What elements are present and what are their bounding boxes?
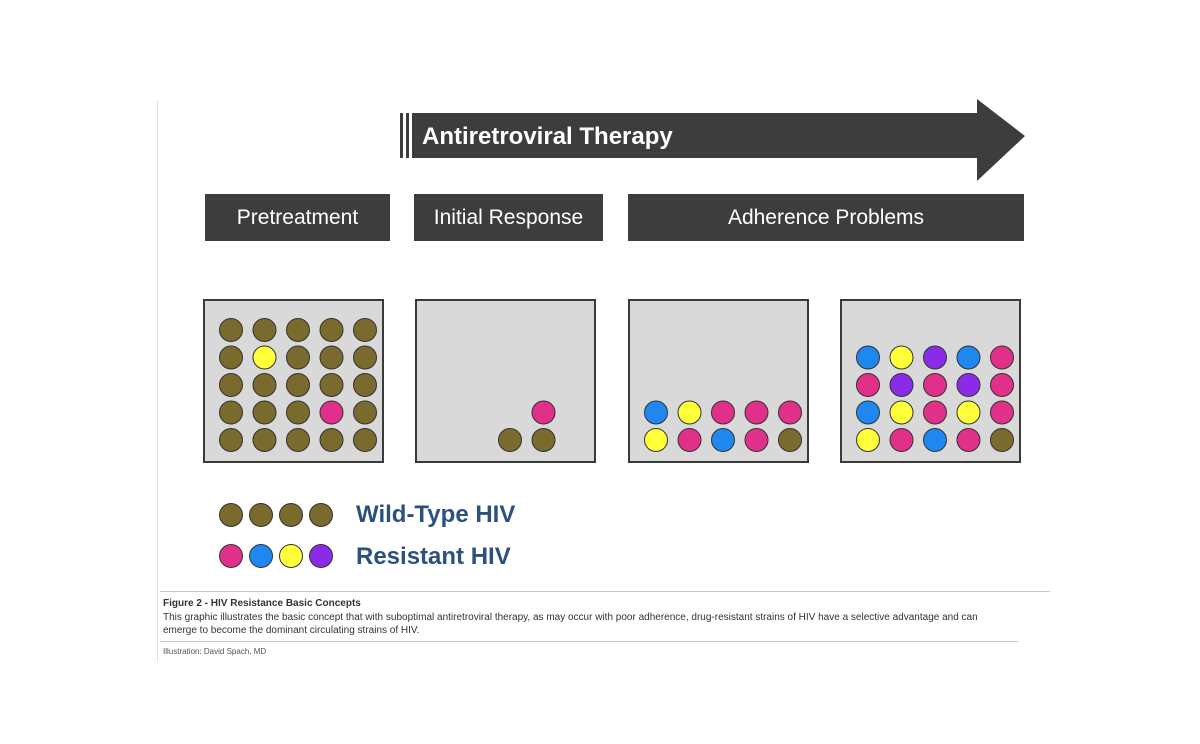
resistant-virus-dot: [889, 373, 914, 397]
wild-type-virus-dot: [353, 400, 377, 425]
legend-wild-type-label: Wild-Type HIV: [356, 501, 516, 528]
legend-dots: [219, 503, 333, 568]
wild-type-virus-dot: [319, 428, 344, 452]
resistant-virus-dot: [319, 400, 344, 425]
wild-type-virus-dot: [252, 428, 277, 452]
wild-type-virus-dot: [319, 318, 344, 342]
resistant-virus-dot: [923, 373, 947, 397]
wild-type-virus-dot: [353, 318, 377, 342]
panel-adherence-late: [840, 299, 1021, 463]
resistant-virus-dot: [923, 345, 947, 370]
legend-resistant-dot: [249, 544, 273, 568]
wild-type-virus-dot: [286, 373, 310, 397]
resistant-virus-dot: [744, 428, 769, 452]
wild-type-virus-dot: [219, 400, 243, 425]
resistant-virus-dot: [956, 428, 981, 452]
resistant-virus-dot: [677, 428, 702, 452]
wild-type-virus-dot: [531, 428, 556, 452]
resistant-virus-dot: [856, 428, 880, 452]
resistant-virus-dot: [677, 400, 702, 425]
phase-pretreatment: Pretreatment: [205, 194, 390, 241]
legend-wild-type-dot: [279, 503, 303, 527]
resistant-virus-dot: [856, 345, 880, 370]
resistant-virus-dot: [711, 400, 735, 425]
resistant-virus-dot: [990, 400, 1014, 425]
resistant-virus-dot: [711, 428, 735, 452]
wild-type-virus-dot: [319, 373, 344, 397]
left-divider: [157, 100, 158, 662]
resistant-virus-dot: [923, 428, 947, 452]
resistant-virus-dot: [252, 345, 277, 370]
panel-adherence-early: [628, 299, 809, 463]
wild-type-virus-dot: [353, 428, 377, 452]
wild-type-virus-dot: [252, 373, 277, 397]
wild-type-virus-dot: [219, 428, 243, 452]
wild-type-virus-dot: [778, 428, 802, 452]
phase-adherence-problems: Adherence Problems: [628, 194, 1024, 241]
wild-type-virus-dot: [219, 345, 243, 370]
caption-top-rule: [160, 591, 1050, 592]
wild-type-virus-dot: [252, 318, 277, 342]
wild-type-virus-dot: [286, 400, 310, 425]
legend-wild-type-dot: [219, 503, 243, 527]
therapy-arrow-label: Antiretroviral Therapy: [422, 123, 673, 150]
panel-pretreatment: [203, 299, 384, 463]
resistant-virus-dot: [644, 400, 668, 425]
wild-type-virus-dot: [286, 318, 310, 342]
caption-credit: Illustration: David Spach, MD: [163, 647, 267, 656]
resistant-virus-dot: [531, 400, 556, 425]
wild-type-virus-dot: [319, 345, 344, 370]
resistant-virus-dot: [856, 400, 880, 425]
wild-type-virus-dot: [252, 400, 277, 425]
therapy-arrow: [400, 99, 1025, 181]
resistant-virus-dot: [778, 400, 802, 425]
legend-wild-type-dot: [249, 503, 273, 527]
resistant-virus-dot: [744, 400, 769, 425]
resistant-virus-dot: [644, 428, 668, 452]
resistant-virus-dot: [889, 345, 914, 370]
caption-title: Figure 2 - HIV Resistance Basic Concepts: [163, 598, 361, 609]
wild-type-virus-dot: [353, 345, 377, 370]
wild-type-virus-dot: [286, 345, 310, 370]
resistant-virus-dot: [923, 400, 947, 425]
legend-resistant-label: Resistant HIV: [356, 543, 511, 570]
wild-type-virus-dot: [286, 428, 310, 452]
resistant-virus-dot: [889, 428, 914, 452]
resistant-virus-dot: [990, 345, 1014, 370]
wild-type-virus-dot: [498, 428, 522, 452]
caption-bottom-rule: [160, 641, 1018, 642]
resistant-virus-dot: [856, 373, 880, 397]
resistant-virus-dot: [956, 400, 981, 425]
phase-initial-response: Initial Response: [414, 194, 603, 241]
panel-initial-response: [415, 299, 596, 463]
wild-type-virus-dot: [219, 318, 243, 342]
legend-resistant-dot: [219, 544, 243, 568]
resistant-virus-dot: [889, 400, 914, 425]
wild-type-virus-dot: [353, 373, 377, 397]
wild-type-virus-dot: [990, 428, 1014, 452]
caption-text: This graphic illustrates the basic conce…: [163, 612, 978, 636]
resistant-virus-dot: [956, 373, 981, 397]
resistant-virus-dot: [990, 373, 1014, 397]
resistant-virus-dot: [956, 345, 981, 370]
legend-resistant-dot: [309, 544, 333, 568]
wild-type-virus-dot: [219, 373, 243, 397]
legend-wild-type-dot: [309, 503, 333, 527]
legend-resistant-dot: [279, 544, 303, 568]
